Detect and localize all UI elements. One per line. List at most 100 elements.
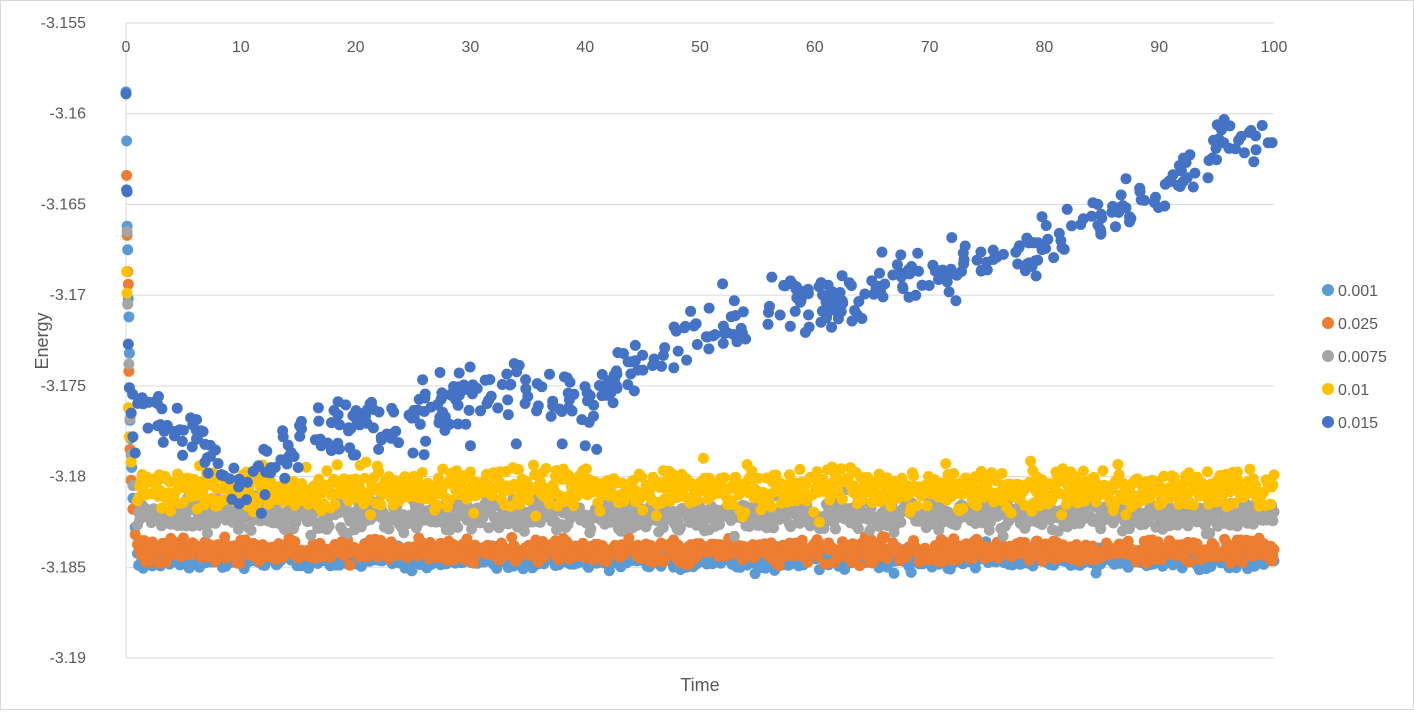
series-0_015-point — [1250, 144, 1262, 156]
legend-label: 0.01 — [1338, 382, 1369, 399]
series-0_01-point — [650, 510, 662, 522]
series-0_015-point — [277, 425, 289, 437]
series-0_0075-point — [323, 520, 335, 532]
series-0_0075-point — [785, 521, 797, 533]
series-0_025-point — [234, 557, 246, 569]
series-0_01-point — [697, 452, 709, 464]
series-0_01-point — [1097, 465, 1109, 477]
series-0_015-point — [563, 394, 575, 406]
series-0_015-point — [929, 265, 941, 277]
y-tick-label: -3.17 — [50, 287, 87, 304]
series-0_015-point — [685, 305, 697, 317]
series-0_015-point — [269, 462, 281, 473]
series-0_015-point — [420, 435, 432, 447]
series-0_015-point — [874, 267, 885, 279]
series-0_01-point — [1231, 466, 1243, 478]
series-0_015-point — [853, 296, 865, 307]
series-0_015-point — [463, 404, 475, 416]
y-tick-label: -3.185 — [41, 559, 86, 576]
series-0_015-point — [328, 405, 340, 416]
series-0_015-point — [821, 310, 833, 322]
series-0_0075-point — [657, 522, 669, 534]
y-tick-label: -3.175 — [41, 378, 86, 395]
series-0_01-point — [580, 463, 592, 475]
series-0_015-point — [763, 306, 774, 318]
series-0_01-point — [739, 507, 751, 519]
series-0_025-point — [344, 559, 356, 571]
series-0_015-point — [255, 507, 267, 519]
series-0_015-point — [1053, 227, 1065, 239]
series-0_0075-point — [617, 524, 629, 536]
series-0_015-point — [520, 374, 532, 386]
series-0_015-point — [197, 426, 209, 438]
series-0_015-point — [1245, 125, 1257, 136]
series-0_01-point — [437, 463, 449, 475]
series-0_025-point — [122, 278, 134, 290]
series-0_0075-point — [895, 516, 907, 528]
series-0_01-point — [1112, 459, 1124, 470]
series-0_001-point — [123, 347, 135, 359]
series-0_015-point — [373, 443, 385, 455]
series-0_015-point — [826, 321, 837, 333]
series-0_015-point — [444, 418, 455, 430]
series-0_015-point — [895, 249, 907, 261]
series-0_01-point — [375, 499, 387, 511]
series-0_015-point — [247, 465, 259, 477]
series-0_015-point — [691, 339, 703, 350]
series-0_01-point — [765, 501, 777, 513]
series-0_0075-point — [585, 523, 597, 535]
series-0_01-point — [360, 456, 372, 468]
series-0_015-point — [703, 302, 715, 314]
series-0_001-point — [121, 135, 133, 147]
series-0_015-point — [802, 283, 814, 295]
series-0_015-point — [600, 389, 611, 401]
series-0_015-point — [1187, 181, 1199, 193]
series-0_01-point — [808, 506, 820, 518]
series-0_01-point — [1158, 470, 1170, 482]
series-0_015-point — [717, 278, 729, 290]
series-0_015-point — [582, 395, 593, 407]
series-0_01-point — [746, 465, 758, 477]
series-0_015-point — [233, 498, 245, 510]
series-0_025-point — [812, 550, 824, 562]
data-points — [120, 86, 1280, 580]
series-0_015-point — [859, 288, 871, 300]
series-0_015-point — [202, 467, 214, 479]
series-0_01-point — [813, 516, 825, 528]
series-0_01-point — [755, 504, 767, 516]
series-0_015-point — [618, 348, 629, 359]
series-0_025-point — [468, 557, 480, 569]
series-0_015-point — [176, 435, 188, 447]
series-0_015-point — [375, 431, 387, 443]
series-0_015-point — [558, 371, 570, 383]
series-0_0075-point — [1204, 527, 1216, 539]
series-0_015-point — [294, 430, 306, 442]
series-0_015-point — [1021, 258, 1033, 270]
series-0_01-point — [637, 504, 649, 516]
series-0_0075-point — [852, 523, 864, 535]
series-0_025-point — [658, 554, 670, 566]
series-0_015-point — [1012, 258, 1024, 270]
x-axis-title: Time — [680, 675, 719, 695]
series-0_015-point — [625, 356, 637, 368]
series-0_01-point — [727, 498, 739, 510]
y-tick-label: -3.155 — [41, 15, 86, 32]
series-0_01-point — [523, 494, 535, 506]
series-0_015-point — [432, 399, 443, 411]
series-0_015-point — [125, 407, 137, 419]
series-0_01-point — [444, 494, 456, 506]
series-0_025-point — [210, 555, 221, 567]
series-0_015-point — [122, 338, 134, 350]
series-0_01-point — [156, 502, 168, 514]
series-0_015-point — [258, 443, 270, 455]
series-0_015-point — [1030, 270, 1042, 282]
series-0_0075-point — [881, 520, 893, 531]
series-0_015-point — [632, 364, 644, 376]
series-0_015-point — [975, 265, 987, 277]
series-0_015-point — [923, 280, 935, 291]
series-0_015-point — [629, 339, 641, 351]
series-0_015-point — [1256, 120, 1268, 131]
series-0_015-point — [385, 432, 397, 444]
series-0_015-point — [456, 385, 468, 397]
series-0_01-point — [957, 503, 969, 514]
